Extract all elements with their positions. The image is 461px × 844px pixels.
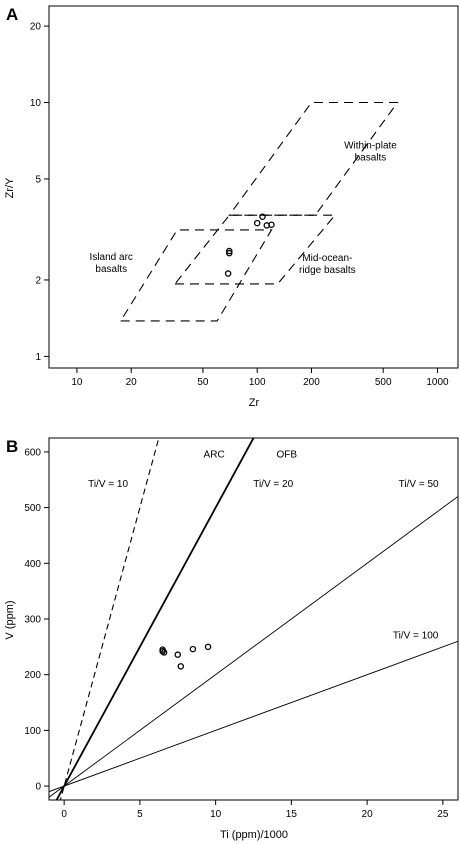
data-point — [189, 645, 197, 653]
ratio-label-50: Ti/V = 50 — [399, 479, 439, 490]
panel-b-ylabel: V (ppm) — [4, 600, 16, 639]
b-y-tick-label: 400 — [24, 559, 41, 570]
ratio-line-100 — [49, 640, 458, 793]
field-label-ofb: OFB — [277, 449, 298, 460]
data-point — [259, 213, 266, 220]
label-line: basalts — [95, 264, 127, 275]
data-point — [177, 663, 185, 670]
label-island-arc: Island arc basalts — [90, 252, 133, 275]
b-y-tick-label: 300 — [24, 615, 41, 626]
a-x-tick-label: 50 — [197, 377, 209, 388]
b-y-tick-label: 200 — [24, 670, 41, 681]
a-y-tick-label: 5 — [35, 174, 41, 185]
b-y-tick-label: 0 — [35, 782, 41, 793]
ratio-label-20: Ti/V = 20 — [253, 479, 293, 490]
a-x-tick-label: 20 — [126, 377, 138, 388]
label-within-plate: Within-plate basalts — [344, 140, 397, 163]
data-point — [160, 649, 168, 656]
label-line: ridge basalts — [299, 265, 356, 276]
a-y-tick-label: 20 — [30, 22, 42, 33]
b-y-tick-label: 600 — [24, 447, 41, 458]
label-mid-ocean-ridge: Mid-ocean-ridge basalts — [299, 253, 356, 276]
a-y-tick-label: 1 — [35, 352, 41, 363]
panel-a-xlabel: Zr — [249, 397, 260, 409]
ratio-label-10: Ti/V = 10 — [88, 479, 128, 490]
label-line: Island arc — [90, 252, 133, 263]
b-y-tick-label: 100 — [24, 726, 41, 737]
data-point — [174, 651, 182, 658]
a-x-tick-label: 200 — [303, 377, 320, 388]
data-point — [268, 221, 275, 229]
panel-b-label: B — [6, 437, 18, 456]
panel-a-frame — [48, 5, 459, 369]
label-line: Within-plate — [344, 140, 397, 151]
a-y-tick-label: 2 — [35, 275, 41, 286]
data-point — [226, 247, 233, 255]
panel-b-frame — [48, 437, 459, 801]
b-x-tick-label: 5 — [137, 809, 143, 820]
a-y-tick-label: 10 — [30, 98, 42, 109]
b-y-tick-label: 500 — [24, 503, 41, 514]
panel-b-xlabel: Ti (ppm)/1000 — [220, 829, 288, 841]
panel-a-ylabel: Zr/Y — [4, 177, 16, 198]
data-point — [253, 219, 261, 227]
a-x-tick-label: 1000 — [426, 377, 449, 388]
data-point — [224, 270, 232, 277]
ratio-line-50 — [49, 496, 458, 798]
a-x-tick-label: 100 — [249, 377, 266, 388]
field-island-arc — [119, 229, 273, 322]
field-within-plate — [228, 101, 399, 216]
field-label-arc: ARC — [204, 449, 225, 460]
a-x-tick-label: 10 — [71, 377, 83, 388]
label-line: Mid-ocean- — [302, 253, 352, 264]
label-line: basalts — [355, 152, 387, 163]
field-mid-ocean-ridge — [173, 214, 337, 285]
b-x-tick-label: 25 — [437, 809, 449, 820]
panel-a-label: A — [6, 5, 18, 24]
b-x-tick-label: 0 — [61, 809, 67, 820]
a-x-tick-label: 500 — [375, 377, 392, 388]
b-x-tick-label: 15 — [286, 809, 298, 820]
b-x-tick-label: 20 — [362, 809, 374, 820]
b-x-tick-label: 10 — [210, 809, 222, 820]
ratio-line-10 — [59, 438, 160, 800]
ratio-line-20 — [55, 438, 255, 800]
data-point — [226, 249, 233, 257]
ratio-label-100: Ti/V = 100 — [393, 630, 439, 641]
panel-b-chart: B 0 5 10 15 20 25 0 100 200 300 400 500 600 Ti/V = 1… — [4, 437, 459, 841]
data-point — [204, 643, 212, 651]
